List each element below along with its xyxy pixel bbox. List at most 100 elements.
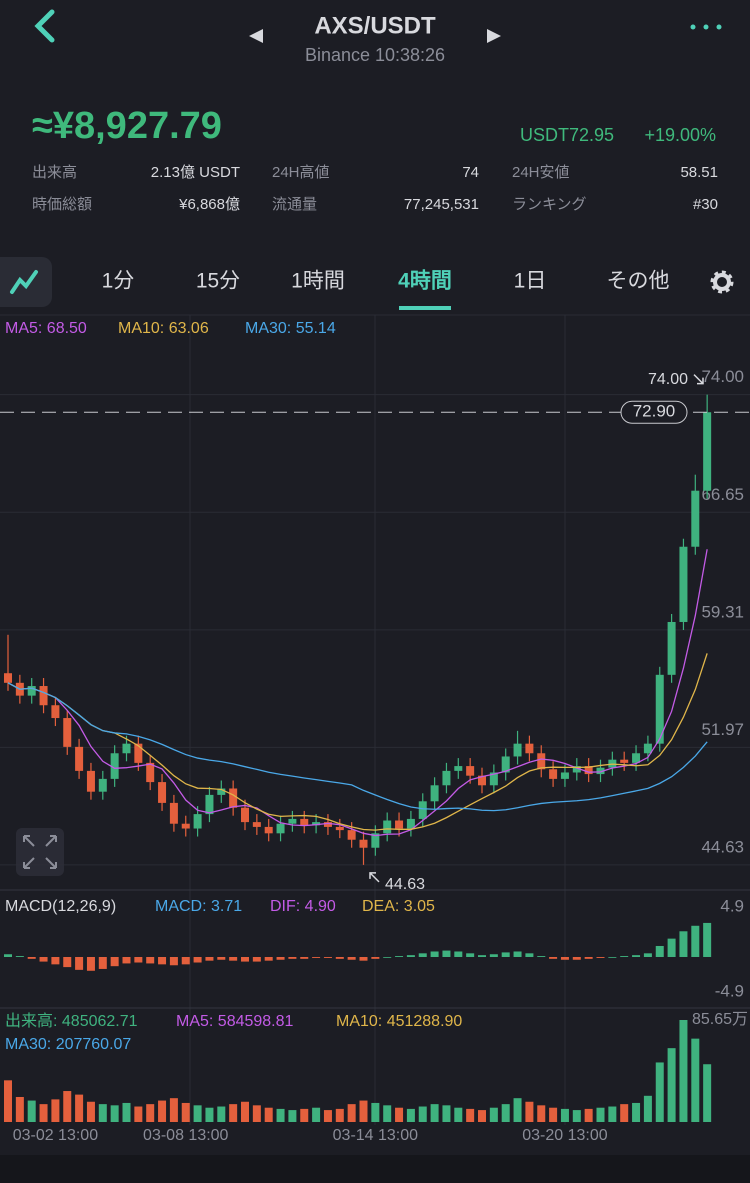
low-label: 44.63 (385, 876, 425, 893)
volume-bar (335, 1108, 344, 1122)
volume-bar (513, 1098, 522, 1122)
candle-body (181, 823, 190, 829)
macd-bar (371, 957, 380, 959)
chart-type-icon (10, 270, 38, 294)
macd-tick: 4.9 (720, 896, 744, 915)
current-price-label: 72.90 (633, 402, 676, 421)
volume-legend: MA5: 584598.81 (176, 1013, 294, 1030)
low-arrow (369, 872, 380, 883)
candle-body (323, 822, 332, 827)
candle-body (39, 686, 48, 706)
volume-bar (276, 1108, 285, 1122)
volume-legend: 出来高: 485062.71 (5, 1012, 138, 1030)
macd-legend: MACD: 3.71 (155, 898, 242, 915)
candle-body (560, 772, 569, 779)
timeframe-tab[interactable]: 15分 (196, 270, 240, 293)
ma-legend: MA5: 68.50 (5, 320, 87, 337)
timeframe-tab[interactable]: 1分 (102, 270, 135, 293)
macd-bar (679, 931, 688, 957)
prev-pair[interactable] (249, 29, 263, 43)
candle-body (478, 775, 486, 786)
macd-bar (572, 957, 581, 960)
candle-body (51, 705, 60, 719)
candle-body (312, 822, 321, 826)
macd-legend: DIF: 4.90 (270, 898, 336, 915)
volume-bar (51, 1099, 60, 1122)
macd-bar (442, 950, 451, 957)
macd-bar (51, 957, 60, 965)
chart-type-button[interactable] (0, 257, 52, 307)
macd-bar (454, 951, 463, 957)
volume-bar (620, 1104, 629, 1122)
volume-bar (300, 1108, 309, 1122)
candle-body (146, 762, 155, 783)
macd-bar (39, 957, 48, 962)
macd-bar (205, 957, 214, 961)
price-change: +19.00% (644, 125, 716, 145)
y-tick-label: 74.00 (701, 367, 744, 386)
back-button[interactable] (34, 9, 55, 43)
candle-body (335, 826, 344, 831)
macd-bar (406, 955, 415, 957)
next-pair[interactable] (487, 29, 501, 43)
volume-bar (252, 1105, 261, 1122)
macd-bar (513, 951, 522, 957)
timeframe-tab[interactable]: 4時間 (398, 269, 452, 293)
pair-title: AXS/USDT (314, 12, 436, 39)
stat-value: #30 (693, 196, 718, 213)
candle-body (359, 839, 368, 848)
macd-bar (691, 925, 700, 957)
price-main: ≈¥8,927.79 (32, 105, 222, 147)
macd-bar (549, 957, 558, 959)
candle-body (134, 743, 143, 763)
volume-bar (549, 1107, 558, 1122)
ma-legend: MA30: 55.14 (245, 320, 336, 337)
macd-bar (146, 957, 155, 964)
volume-bar (418, 1106, 427, 1122)
macd-bar (466, 953, 475, 957)
candle-body (572, 766, 581, 773)
volume-bar (169, 1098, 178, 1122)
candle-body (406, 818, 415, 829)
macd-bar (27, 957, 36, 959)
y-tick-label: 51.97 (701, 720, 744, 739)
settings-button[interactable] (710, 270, 734, 294)
y-tick-label: 59.31 (701, 602, 744, 621)
macd-bar (347, 957, 356, 960)
macd-bar (430, 951, 439, 957)
volume-bar (181, 1102, 190, 1122)
candle-body (86, 770, 95, 792)
candle-body (537, 753, 546, 770)
expand-button[interactable] (16, 828, 64, 876)
macd-bar (181, 957, 190, 965)
candle-body (489, 772, 498, 786)
macd-bar (122, 957, 131, 964)
macd-bar (15, 956, 24, 957)
macd-bar (63, 957, 72, 968)
macd-bar (667, 938, 676, 957)
timeframe-tab[interactable]: 1時間 (291, 270, 345, 293)
volume-bar (75, 1094, 84, 1122)
macd-bar (241, 957, 249, 962)
candle-body (596, 767, 605, 775)
volume-tick: 85.65万 (692, 1011, 748, 1028)
volume-bar (584, 1108, 593, 1122)
candle-body (442, 770, 451, 786)
timeframe-tab[interactable]: 1日 (514, 270, 547, 293)
candle-body (241, 807, 249, 823)
candle-body (501, 756, 510, 773)
high-arrow (693, 374, 704, 385)
macd-bar (312, 957, 321, 958)
ma5-line (7, 549, 708, 837)
macd-bar (75, 957, 84, 970)
more-menu[interactable] (690, 24, 722, 30)
stat-value: 74 (462, 164, 479, 181)
macd-bar (501, 952, 510, 957)
volume-bar (537, 1105, 546, 1122)
volume-bar (596, 1107, 605, 1122)
candle-body (4, 673, 12, 683)
stat-value: 77,245,531 (404, 196, 479, 213)
candle-body (703, 412, 712, 491)
volume-bar (679, 1020, 688, 1122)
timeframe-tab[interactable]: その他 (607, 270, 670, 293)
